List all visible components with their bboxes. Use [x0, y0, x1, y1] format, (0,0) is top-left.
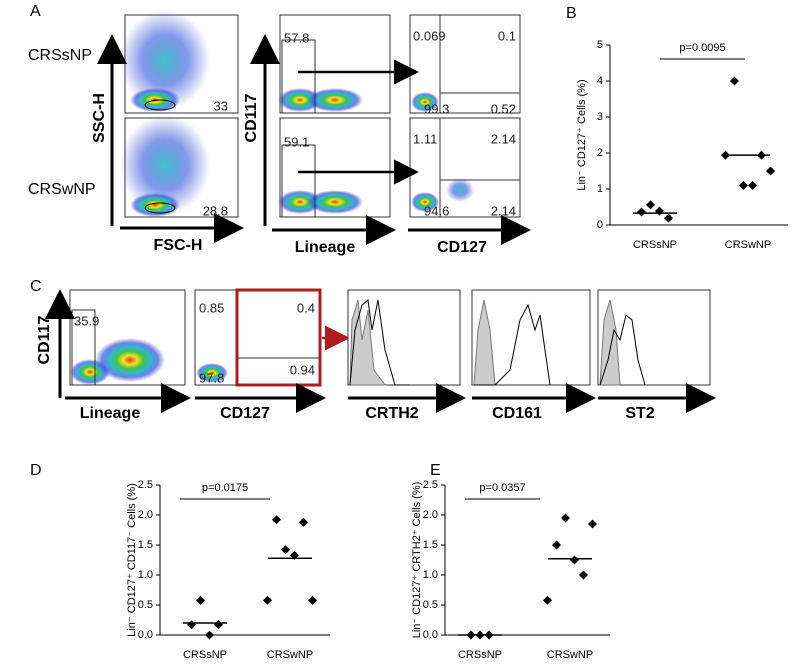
axis-label: CD117 — [243, 93, 260, 142]
gate-value: 35.9 — [74, 313, 99, 328]
gate-value: 0.94 — [290, 362, 315, 377]
data-point — [655, 206, 664, 216]
axis-label: Lineage — [295, 239, 356, 256]
axis-label: CD127 — [437, 239, 487, 256]
panel-label: C — [30, 278, 42, 295]
data-point — [187, 620, 196, 630]
axis-label: CD117 — [36, 315, 53, 364]
x-tick-label: CRSsNP — [458, 649, 502, 661]
y-tick-label: 2.5 — [423, 479, 438, 491]
y-tick-label: 0.5 — [423, 599, 438, 611]
data-point — [543, 595, 552, 605]
panel-label: A — [30, 3, 41, 20]
gate-value: 2.14 — [491, 203, 516, 218]
y-tick-label: 1.5 — [138, 539, 153, 551]
panel-label: E — [430, 462, 441, 479]
y-tick-label: 2.0 — [138, 509, 153, 521]
y-tick-label: 4 — [597, 75, 603, 87]
flow-plots-a — [97, 10, 531, 245]
axis-label: FSC-H — [154, 237, 203, 254]
y-tick-label: 0 — [597, 219, 603, 231]
gate-value: 0.1 — [498, 28, 516, 43]
gate-value: 0.52 — [491, 101, 516, 116]
x-tick-label: CRSwNP — [267, 649, 313, 661]
y-tick-label: 1 — [597, 183, 603, 195]
gate-value: 28.8 — [203, 203, 228, 218]
annotation: p=0.0175 — [202, 482, 248, 494]
data-point — [561, 513, 570, 523]
y-tick-label: 5 — [597, 39, 603, 51]
y-tick-label: 0.0 — [423, 629, 438, 641]
y-tick-label: 1.0 — [138, 569, 153, 581]
y-tick-label: 3 — [597, 111, 603, 123]
data-point — [646, 200, 655, 210]
axis-label: CRTH2 — [365, 405, 418, 422]
panel-label: B — [566, 5, 577, 22]
x-tick-label: CRSwNP — [547, 649, 593, 661]
axis-label: CD161 — [492, 405, 542, 422]
gate-value: 97.8 — [199, 370, 224, 385]
y-tick-label: 0.5 — [138, 599, 153, 611]
gate-value: 1.11 — [413, 131, 437, 146]
data-point — [263, 595, 272, 605]
data-point — [205, 630, 214, 640]
data-point — [721, 150, 730, 160]
axis-label: CD127 — [220, 405, 270, 422]
row-label: CRSsNP — [28, 47, 92, 64]
y-tick-label: 1.5 — [423, 539, 438, 551]
y-tick-label: 2.5 — [138, 479, 153, 491]
data-point — [281, 545, 290, 555]
data-point — [570, 555, 579, 565]
data-point — [579, 570, 588, 580]
gate-value: 2.14 — [491, 131, 516, 146]
data-point — [299, 517, 308, 527]
y-axis-label: Lin⁻ CD127⁺ Cells (%) — [576, 79, 588, 190]
axis-label: Lineage — [80, 405, 141, 422]
y-axis-label: Lin⁻ CD127⁺ CRTH2⁺ Cells (%) — [411, 482, 423, 639]
data-point — [664, 213, 673, 223]
data-point — [272, 515, 281, 525]
y-tick-label: 1.0 — [423, 569, 438, 581]
gate-value: 59.1 — [284, 134, 309, 149]
axis-label: ST2 — [625, 405, 654, 422]
axis-label: SSC-H — [91, 93, 108, 143]
data-point — [214, 620, 223, 630]
x-tick-label: CRSsNP — [183, 649, 227, 661]
y-axis-label: Lin⁻ CD127⁺ CD117⁻ Cells (%) — [126, 483, 138, 637]
gate-value: 33 — [214, 98, 228, 113]
row-label: CRSwNP — [28, 181, 96, 198]
flow-plots-c — [45, 288, 716, 413]
gate-value: 94.6 — [424, 203, 449, 218]
annotation: p=0.0095 — [679, 42, 725, 54]
panel-label: D — [30, 462, 42, 479]
data-point — [196, 595, 205, 605]
data-point — [552, 540, 561, 550]
data-point — [730, 76, 739, 86]
annotation: p=0.0357 — [479, 482, 525, 494]
data-point — [748, 180, 757, 190]
data-point — [588, 519, 597, 529]
x-tick-label: CRSsNP — [633, 239, 677, 251]
y-tick-label: 0.0 — [138, 629, 153, 641]
data-point — [739, 180, 748, 190]
gate-value: 0.4 — [297, 300, 315, 315]
gate-value: 57.8 — [284, 30, 309, 45]
data-point — [308, 595, 317, 605]
gate-value: 0.85 — [199, 300, 224, 315]
data-point — [637, 207, 646, 217]
y-tick-label: 2.0 — [423, 509, 438, 521]
data-point — [766, 166, 775, 176]
x-tick-label: CRSwNP — [725, 239, 771, 251]
gate-value: 99.3 — [424, 101, 449, 116]
gate-value: 0.069 — [413, 28, 446, 43]
y-tick-label: 2 — [597, 147, 603, 159]
